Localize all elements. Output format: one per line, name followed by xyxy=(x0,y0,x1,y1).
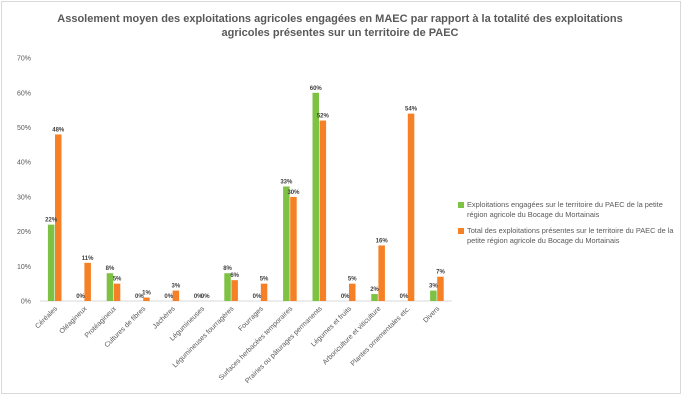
bar-total xyxy=(290,196,297,301)
data-label-engaged: 0% xyxy=(253,294,262,300)
data-label-total: 6% xyxy=(230,273,239,279)
y-tick-label: 0% xyxy=(21,299,31,306)
data-label-total: 5% xyxy=(260,277,269,283)
legend: Exploitations engagées sur le territoire… xyxy=(458,200,682,252)
bar-total xyxy=(231,280,238,301)
legend-item-total: Total des exploitations présentes sur le… xyxy=(458,226,682,245)
bars-group xyxy=(47,92,444,302)
data-label-engaged: 0% xyxy=(194,294,203,300)
bar-total xyxy=(143,297,150,301)
data-label-total: 48% xyxy=(52,127,65,133)
bar-engaged xyxy=(312,92,319,301)
bar-total xyxy=(113,283,121,301)
legend-swatch-total xyxy=(458,228,464,234)
legend-label-total: Total des exploitations présentes sur le… xyxy=(467,226,674,245)
category-label: Divers xyxy=(422,305,441,324)
data-label-engaged: 3% xyxy=(429,284,438,290)
y-tick-label: 40% xyxy=(17,160,31,167)
category-label: Plantes ornementales etc. xyxy=(350,305,412,367)
data-label-engaged: 0% xyxy=(341,294,350,300)
y-tick-label: 20% xyxy=(17,229,31,236)
bar-total xyxy=(378,245,385,301)
data-label-total: 11% xyxy=(82,256,94,262)
bar-total xyxy=(84,262,91,301)
bar-total xyxy=(55,134,62,301)
legend-swatch-engaged xyxy=(458,202,464,208)
data-label-engaged: 0% xyxy=(400,294,409,300)
data-label-total: 7% xyxy=(436,270,445,276)
data-label-total: 52% xyxy=(317,114,330,120)
bar-total xyxy=(407,113,415,302)
data-label-engaged: 8% xyxy=(106,266,115,272)
category-label: Jachères xyxy=(152,305,177,330)
bar-total xyxy=(319,120,327,301)
bar-total xyxy=(172,290,180,301)
y-tick-label: 50% xyxy=(17,125,31,132)
data-label-engaged: 8% xyxy=(223,266,232,272)
data-label-total: 5% xyxy=(348,277,357,283)
y-tick-label: 60% xyxy=(17,90,31,97)
data-label-engaged: 2% xyxy=(370,287,379,293)
bar-engaged xyxy=(430,290,437,301)
data-label-total: 1% xyxy=(142,291,151,297)
data-label-engaged: 0% xyxy=(164,294,173,300)
data-label-engaged: 0% xyxy=(135,294,144,300)
bar-engaged xyxy=(47,224,55,301)
data-labels: 22%0%8%0% 0% 0%8%0%33%60%0%2%0%3%48%11%5%1… xyxy=(45,86,445,300)
bar-engaged xyxy=(371,294,378,301)
bar-engaged xyxy=(283,186,290,301)
legend-item-engaged: Exploitations engagées sur le territoire… xyxy=(458,200,682,219)
data-label-total: 54% xyxy=(405,107,418,113)
data-label-total: 5% xyxy=(113,277,122,283)
y-axis: 0% 10% 20% 30% 40% 50% 60% 70% xyxy=(17,56,452,306)
data-label-total: 30% xyxy=(287,190,300,196)
data-label-total: 0% xyxy=(201,294,210,300)
y-tick-label: 70% xyxy=(17,56,31,63)
data-label-total: 3% xyxy=(172,284,181,290)
bar-total xyxy=(437,276,444,301)
data-label-engaged: 60% xyxy=(310,86,323,92)
legend-label-engaged: Exploitations engagées sur le territoire… xyxy=(467,200,663,219)
bar-total xyxy=(260,283,268,301)
bar-engaged xyxy=(106,273,114,301)
category-label: Céréales xyxy=(34,305,59,330)
data-label-engaged: 33% xyxy=(280,179,293,185)
data-label-engaged: 0% xyxy=(76,294,85,300)
bar-engaged xyxy=(224,273,231,301)
bar-total xyxy=(349,283,356,301)
category-label: Légumineuses fourragères xyxy=(172,305,236,369)
category-label: Arboriculture et viticulture xyxy=(322,305,383,366)
chart-title: Assolement moyen des exploitations agric… xyxy=(57,13,623,39)
y-tick-label: 10% xyxy=(17,264,31,271)
y-tick-label: 30% xyxy=(17,194,31,201)
category-label: Fourrages xyxy=(237,305,265,333)
category-label: Oléagineux xyxy=(59,305,89,335)
data-label-engaged: 22% xyxy=(45,218,58,224)
data-label-total: 16% xyxy=(376,238,389,244)
